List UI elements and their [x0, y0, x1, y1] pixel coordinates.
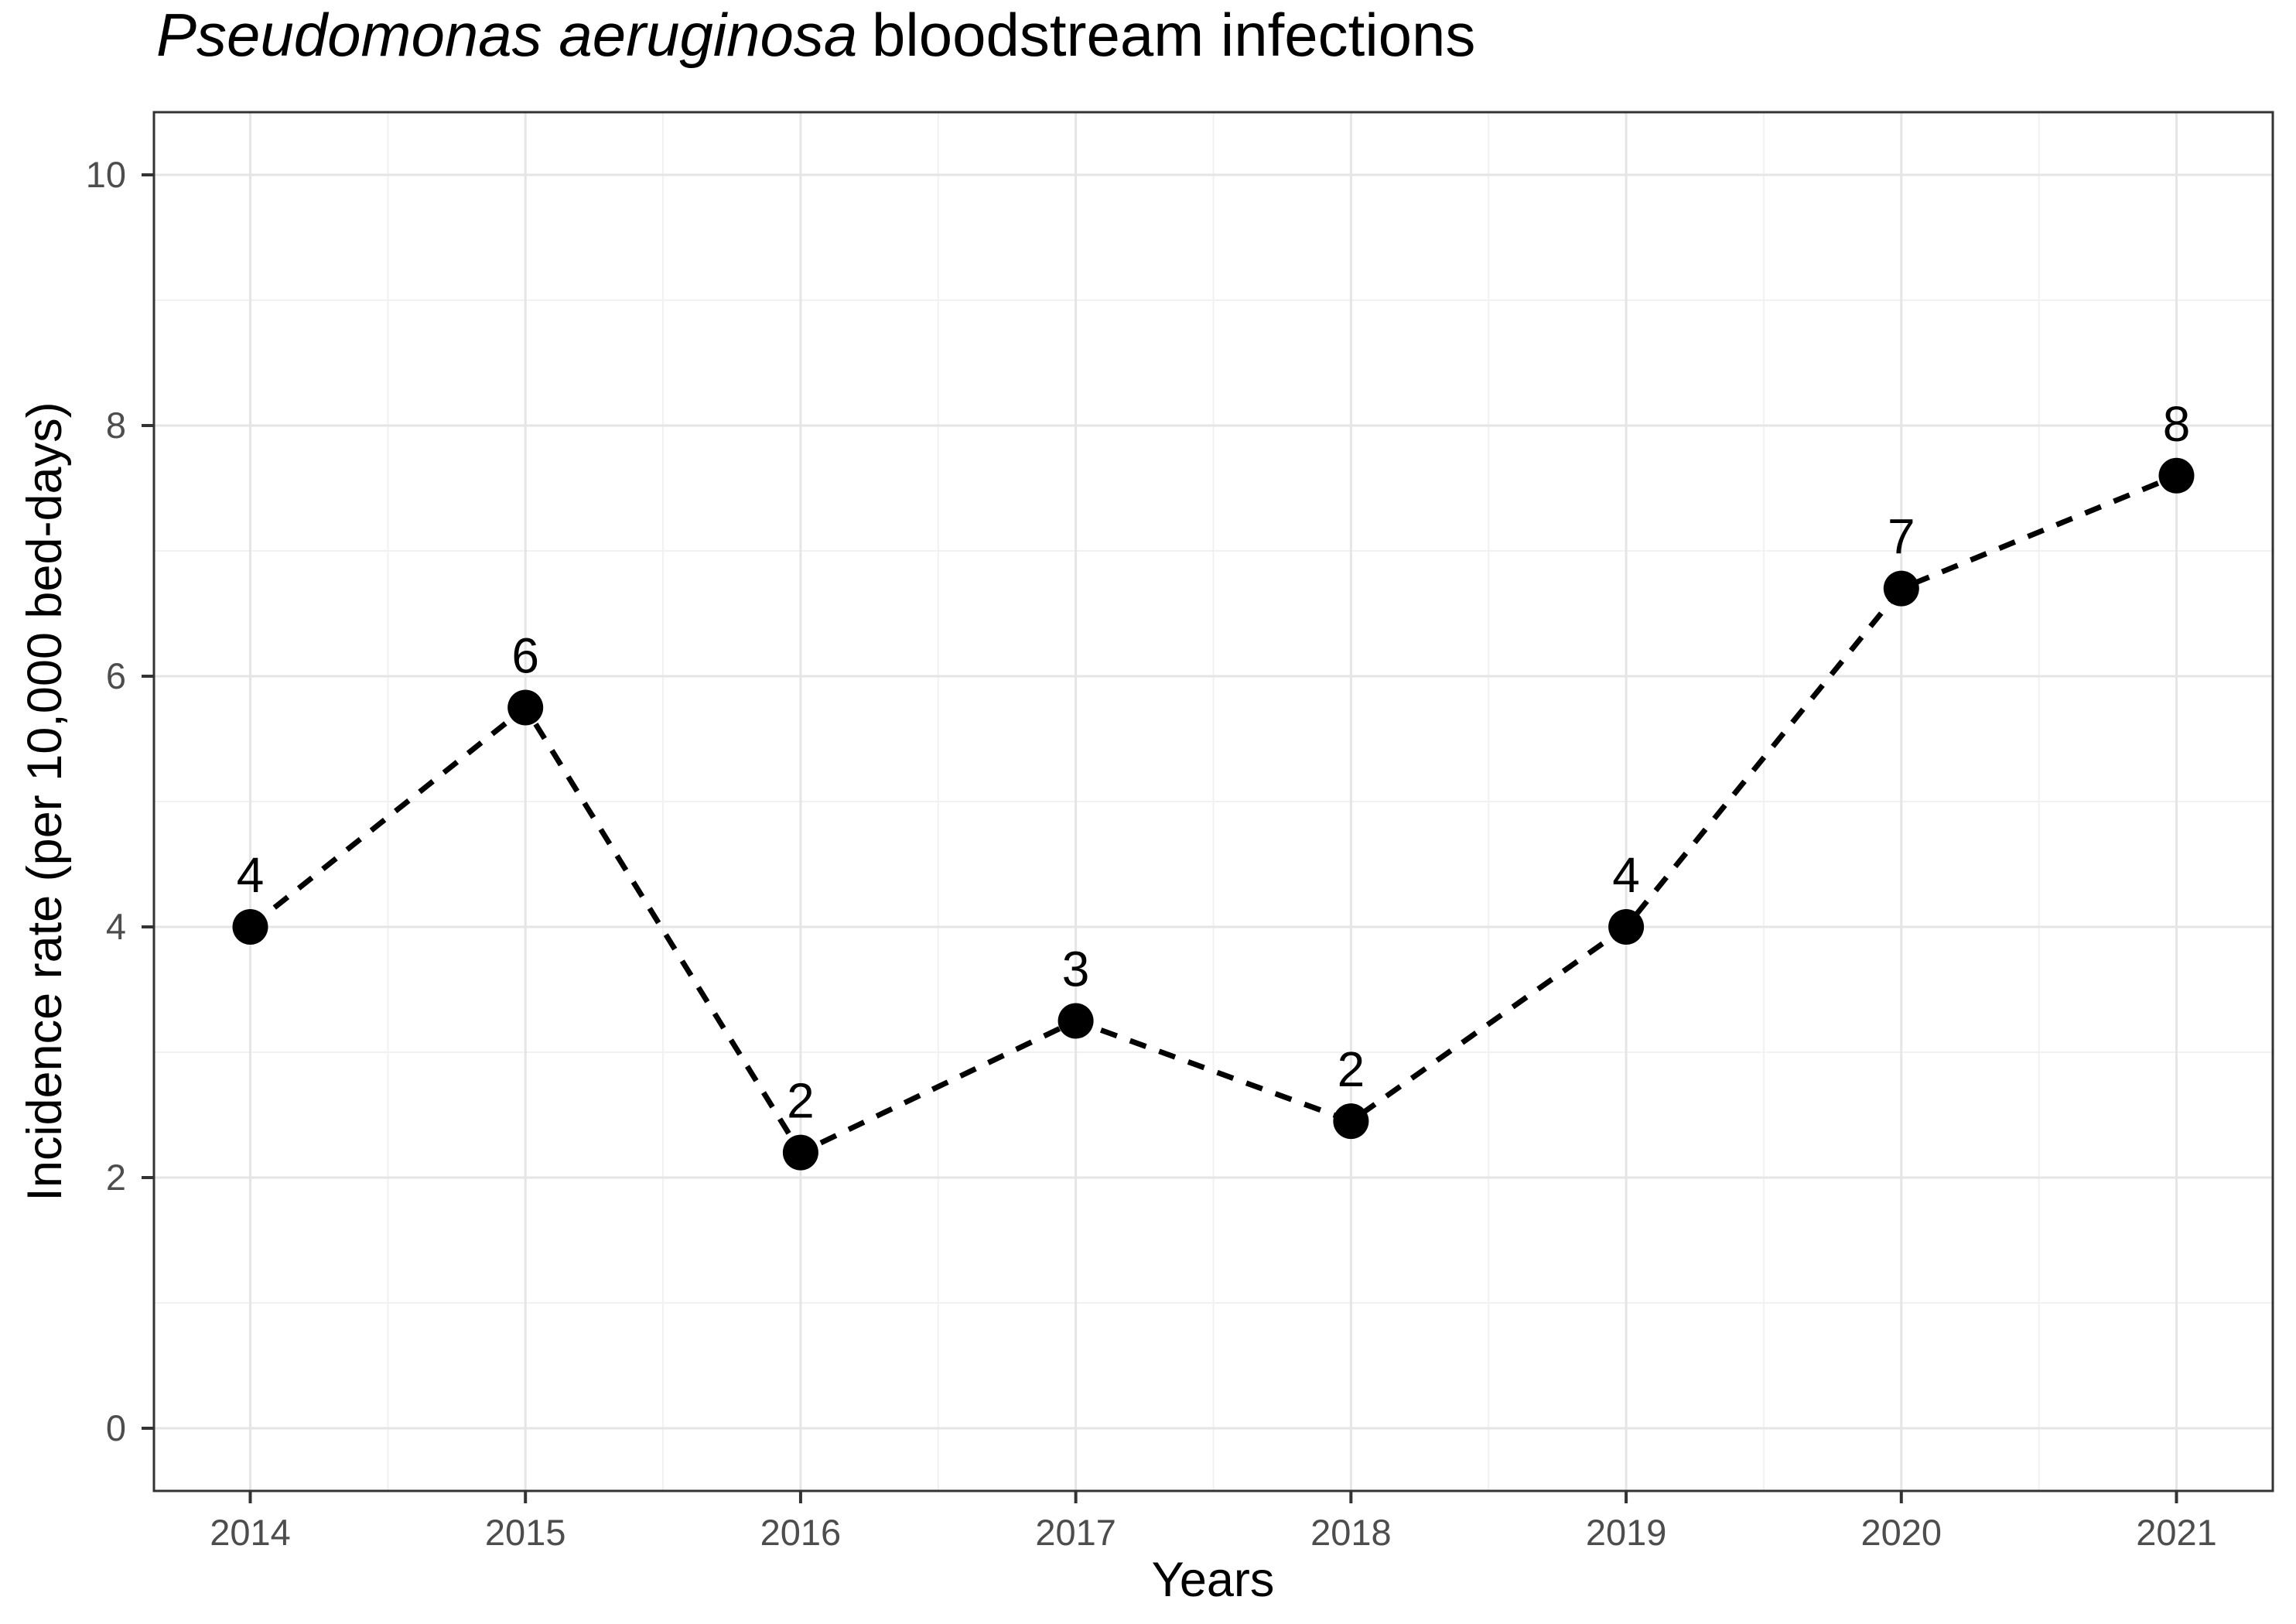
y-tick-label: 6	[106, 655, 126, 696]
chart-title-suffix: bloodstream infections	[872, 1, 1476, 69]
data-point-label: 4	[237, 847, 265, 903]
data-point-label: 8	[2163, 396, 2191, 452]
panel-frame-group	[152, 111, 2274, 1492]
y-tick-label: 0	[106, 1407, 126, 1448]
y-tick-label: 8	[106, 405, 126, 446]
data-point	[232, 909, 268, 945]
grid-major-group	[154, 112, 2273, 1491]
data-point	[507, 689, 544, 726]
grid-minor-group	[154, 112, 2273, 1491]
y-axis-title: Incidence rate (per 10,000 bed-days)	[18, 402, 72, 1202]
chart-title: Pseudomonas aeruginosa bloodstream infect…	[156, 5, 1475, 65]
data-point	[1057, 1003, 1094, 1039]
data-point-label: 6	[511, 628, 539, 684]
x-tick-label: 2016	[760, 1512, 842, 1553]
x-tick-label: 2015	[485, 1512, 566, 1553]
panel-border	[152, 111, 2274, 1492]
tick-labels-group: 2014 2015 2016 2017 2018 2019 2020 2021 0 2 4 6 8 10	[86, 154, 2217, 1553]
series-line	[248, 473, 2178, 1157]
data-point	[1883, 570, 1919, 607]
data-point	[2158, 457, 2195, 494]
data-point-label: 2	[787, 1073, 815, 1129]
data-point-label: 2	[1338, 1041, 1365, 1097]
axis-ticks-group	[142, 173, 2178, 1503]
y-tick-label: 10	[86, 154, 126, 195]
data-point	[1333, 1103, 1369, 1140]
data-point	[782, 1134, 818, 1171]
x-tick-label: 2019	[1586, 1512, 1667, 1553]
data-point-label: 4	[1612, 847, 1640, 903]
x-tick-label: 2017	[1035, 1512, 1116, 1553]
x-axis-title: Years	[1151, 1553, 1275, 1607]
series-group: 4 6 2 3 2 4 7 8	[232, 396, 2195, 1171]
x-tick-label: 2021	[2136, 1512, 2217, 1553]
data-point-label: 7	[1888, 509, 1915, 565]
y-tick-label: 4	[106, 906, 126, 947]
chart-title-species: Pseudomonas aeruginosa	[156, 1, 858, 69]
x-tick-label: 2014	[210, 1512, 291, 1553]
data-point-label: 3	[1062, 942, 1090, 997]
x-tick-label: 2018	[1310, 1512, 1392, 1553]
x-tick-label: 2020	[1861, 1512, 1942, 1553]
y-tick-label: 2	[106, 1157, 126, 1198]
data-point	[1608, 909, 1645, 945]
